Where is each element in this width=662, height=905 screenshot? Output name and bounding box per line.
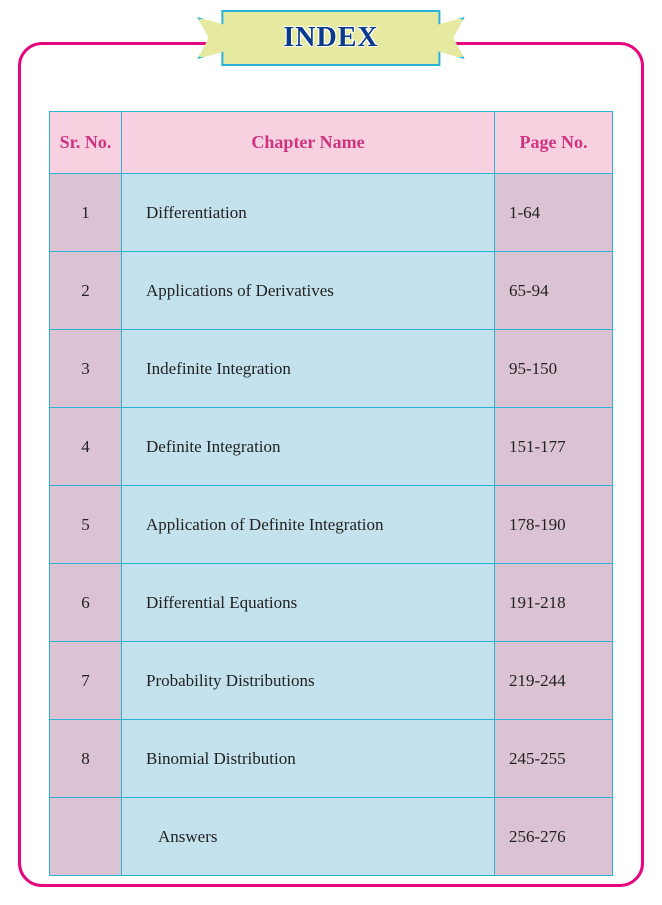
page-title: INDEX [221, 10, 440, 66]
cell-page-no: 256-276 [495, 798, 613, 876]
table-row: 2Applications of Derivatives65-94 [50, 252, 613, 330]
index-table: Sr. No. Chapter Name Page No. 1Different… [49, 111, 613, 876]
cell-chapter-name: Applications of Derivatives [122, 252, 495, 330]
cell-page-no: 151-177 [495, 408, 613, 486]
table-row: 4Definite Integration151-177 [50, 408, 613, 486]
content-frame: Sr. No. Chapter Name Page No. 1Different… [18, 42, 644, 887]
table-body: 1Differentiation1-642Applications of Der… [50, 174, 613, 876]
table-row: Answers256-276 [50, 798, 613, 876]
cell-page-no: 95-150 [495, 330, 613, 408]
cell-sr-no: 4 [50, 408, 122, 486]
cell-sr-no: 8 [50, 720, 122, 798]
cell-chapter-name: Definite Integration [122, 408, 495, 486]
table-row: 5Application of Definite Integration178-… [50, 486, 613, 564]
cell-page-no: 191-218 [495, 564, 613, 642]
cell-chapter-name: Differential Equations [122, 564, 495, 642]
cell-page-no: 178-190 [495, 486, 613, 564]
cell-page-no: 1-64 [495, 174, 613, 252]
cell-chapter-name: Differentiation [122, 174, 495, 252]
table-row: 1Differentiation1-64 [50, 174, 613, 252]
table-row: 3Indefinite Integration95-150 [50, 330, 613, 408]
table-header-row: Sr. No. Chapter Name Page No. [50, 112, 613, 174]
table-row: 6Differential Equations191-218 [50, 564, 613, 642]
table-row: 7Probability Distributions219-244 [50, 642, 613, 720]
index-table-container: Sr. No. Chapter Name Page No. 1Different… [49, 111, 613, 876]
cell-chapter-name: Probability Distributions [122, 642, 495, 720]
cell-sr-no: 7 [50, 642, 122, 720]
cell-page-no: 65-94 [495, 252, 613, 330]
cell-chapter-name: Application of Definite Integration [122, 486, 495, 564]
cell-page-no: 245-255 [495, 720, 613, 798]
title-ribbon: INDEX [197, 10, 464, 66]
cell-sr-no: 5 [50, 486, 122, 564]
ribbon-right-end [437, 17, 465, 59]
cell-sr-no: 3 [50, 330, 122, 408]
cell-sr-no: 1 [50, 174, 122, 252]
header-chapter-name: Chapter Name [122, 112, 495, 174]
cell-page-no: 219-244 [495, 642, 613, 720]
header-sr-no: Sr. No. [50, 112, 122, 174]
header-page-no: Page No. [495, 112, 613, 174]
cell-chapter-name: Answers [122, 798, 495, 876]
cell-sr-no [50, 798, 122, 876]
table-row: 8Binomial Distribution245-255 [50, 720, 613, 798]
cell-chapter-name: Binomial Distribution [122, 720, 495, 798]
cell-sr-no: 6 [50, 564, 122, 642]
cell-chapter-name: Indefinite Integration [122, 330, 495, 408]
cell-sr-no: 2 [50, 252, 122, 330]
